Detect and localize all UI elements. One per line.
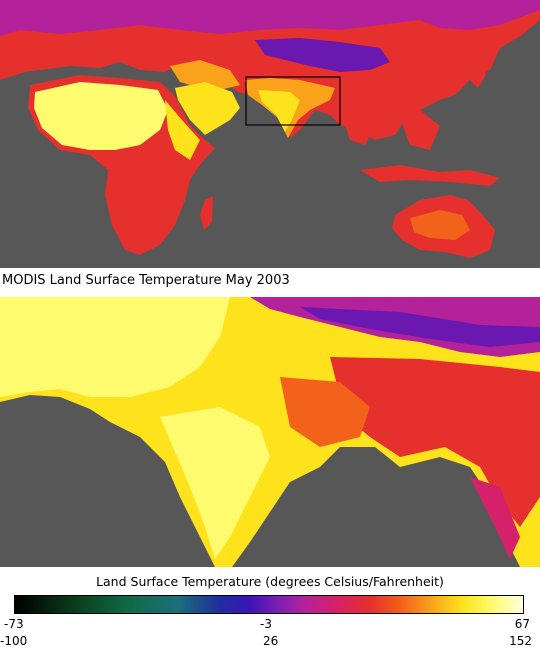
temperature-color-scale (14, 595, 524, 614)
fahrenheit-max-label: 152 (509, 634, 532, 648)
map-title: MODIS Land Surface Temperature May 2003 (2, 273, 290, 288)
celsius-mid-label: -3 (260, 617, 272, 631)
celsius-max-label: 67 (514, 617, 530, 631)
fahrenheit-min-label: -100 (0, 634, 28, 648)
world-temperature-map (0, 0, 540, 268)
celsius-min-label: -73 (4, 617, 24, 631)
fahrenheit-mid-label: 26 (263, 634, 279, 648)
south-asia-temperature-map (0, 297, 540, 567)
legend-title: Land Surface Temperature (degrees Celsiu… (96, 574, 444, 589)
